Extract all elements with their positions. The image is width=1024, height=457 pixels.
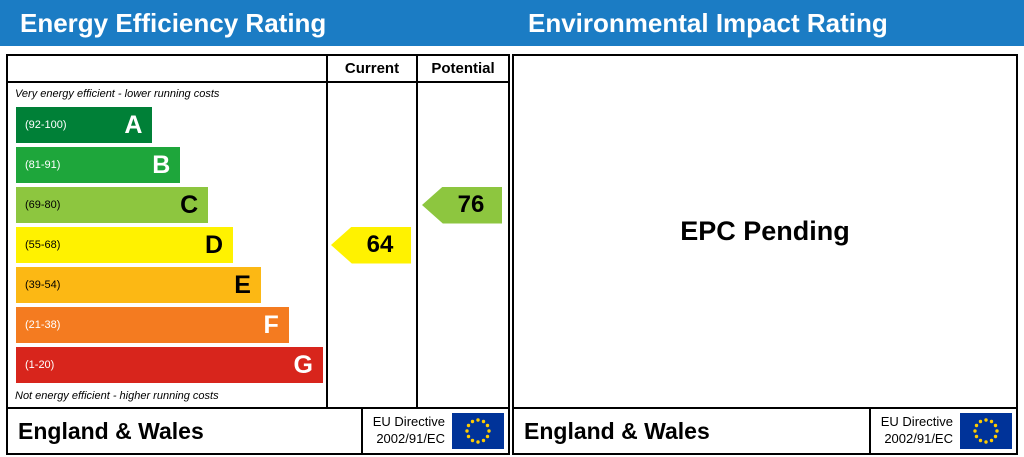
- panels: Current Potential Very energy efficient …: [0, 54, 1024, 455]
- directive-line1: EU Directive: [372, 414, 445, 430]
- band-range-label: (21-38): [25, 319, 61, 331]
- band-range-label: (92-100): [25, 119, 67, 131]
- band-bar-d: (55-68) D: [16, 227, 233, 263]
- title-bar: Energy Efficiency Rating Environmental I…: [0, 0, 1024, 46]
- band-bar-e: (39-54) E: [16, 267, 261, 303]
- left-footer: England & Wales EU Directive 2002/91/EC: [8, 407, 508, 453]
- current-column-header: Current: [326, 56, 416, 81]
- current-column: [326, 83, 416, 407]
- band-letter: B: [152, 150, 171, 179]
- epc-pending-message: EPC Pending: [680, 216, 850, 246]
- band-bar-a: (92-100) A: [16, 107, 153, 143]
- band-row-d: (55-68) D: [8, 225, 326, 265]
- directive-line1: EU Directive: [880, 414, 953, 430]
- eu-directive-cell: EU Directive 2002/91/EC: [360, 409, 508, 453]
- band-bar-f: (21-38) F: [16, 307, 289, 343]
- energy-rating-box: Current Potential Very energy efficient …: [6, 54, 510, 455]
- top-note: Very energy efficient - lower running co…: [15, 88, 220, 100]
- rating-table-header: Current Potential: [8, 56, 508, 83]
- right-footer: England & Wales EU Directive 2002/91/EC: [514, 407, 1016, 453]
- potential-column: [416, 83, 508, 407]
- eu-directive-text: EU Directive 2002/91/EC: [881, 414, 953, 448]
- band-range-label: (55-68): [25, 239, 61, 251]
- energy-efficiency-panel: Current Potential Very energy efficient …: [0, 54, 512, 455]
- band-letter: A: [124, 110, 143, 139]
- region-label: England & Wales: [524, 417, 710, 444]
- eu-directive-text: EU Directive 2002/91/EC: [373, 414, 445, 448]
- band-row-f: (21-38) F: [8, 305, 326, 345]
- band-row-a: (92-100) A: [8, 105, 326, 145]
- band-range-label: (81-91): [25, 159, 61, 171]
- band-row-g: (1-20) G: [8, 345, 326, 385]
- band-range-label: (1-20): [25, 359, 55, 371]
- eu-directive-cell: EU Directive 2002/91/EC: [868, 409, 1016, 453]
- band-range-label: (39-54): [25, 279, 61, 291]
- band-letter: D: [204, 230, 223, 259]
- band-bar-g: (1-20) G: [16, 347, 323, 383]
- header-spacer: [8, 56, 326, 81]
- band-letter: F: [263, 310, 279, 339]
- eu-flag-icon: [452, 413, 504, 449]
- directive-line2: 2002/91/EC: [376, 431, 445, 446]
- band-bar-b: (81-91) B: [16, 147, 181, 183]
- environmental-impact-title: Environmental Impact Rating: [528, 8, 888, 38]
- band-bar-c: (69-80) C: [16, 187, 209, 223]
- band-letter: G: [293, 350, 313, 379]
- band-row-c: (69-80) C: [8, 185, 326, 225]
- band-row-e: (39-54) E: [8, 265, 326, 305]
- eu-flag-icon: [960, 413, 1012, 449]
- rating-grid: Very energy efficient - lower running co…: [8, 83, 508, 407]
- environmental-impact-panel: EPC Pending England & Wales EU Directive…: [512, 54, 1024, 455]
- environmental-rating-box: EPC Pending England & Wales EU Directive…: [512, 54, 1018, 455]
- energy-efficiency-title: Energy Efficiency Rating: [20, 8, 327, 38]
- band-letter: C: [180, 190, 199, 219]
- band-range-label: (69-80): [25, 199, 61, 211]
- band-row-b: (81-91) B: [8, 145, 326, 185]
- directive-line2: 2002/91/EC: [884, 431, 953, 446]
- band-letter: E: [234, 270, 251, 299]
- region-label: England & Wales: [18, 417, 204, 444]
- bottom-note: Not energy efficient - higher running co…: [15, 390, 219, 402]
- potential-column-header: Potential: [416, 56, 508, 81]
